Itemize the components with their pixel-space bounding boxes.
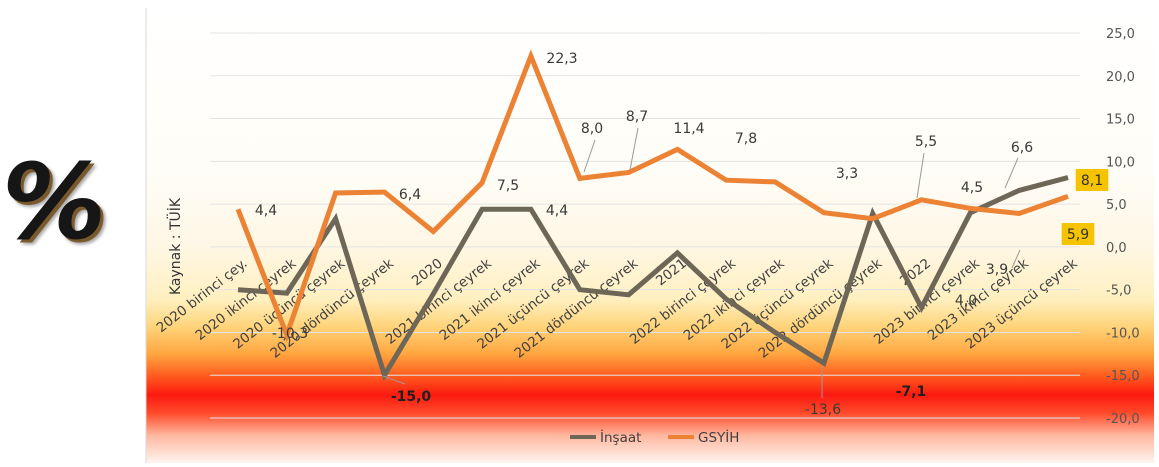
y-tick-label: -20,0 xyxy=(1106,412,1140,427)
series-line-insaat xyxy=(237,175,1069,382)
gridlines xyxy=(210,32,1080,419)
data-label: 7,8 xyxy=(735,131,757,147)
data-label: 4,4 xyxy=(546,203,568,219)
legend: İnşaat GSYİH xyxy=(570,428,739,446)
highlight-box xyxy=(1061,223,1095,245)
label-leader-line xyxy=(1004,157,1019,189)
data-label: 8,0 xyxy=(581,121,603,137)
data-label: 8,7 xyxy=(626,109,648,125)
plot-background xyxy=(146,8,1154,463)
data-label: 22,3 xyxy=(546,51,577,67)
y-tick-label: -5,0 xyxy=(1106,284,1131,299)
y-tick-label: 20,0 xyxy=(1106,70,1135,85)
y-tick-label: 25,0 xyxy=(1106,27,1135,42)
y-tick-label: 15,0 xyxy=(1106,113,1135,128)
data-labels: 4,4 -10,3 6,4 7,5 22,3 8,0 8,7 11,4 7,8 3,3 5,5 4,5… xyxy=(255,51,1109,418)
data-label: 5,9 xyxy=(1067,227,1089,243)
data-label: 8,1 xyxy=(1081,173,1103,189)
y-tick-label: -15,0 xyxy=(1106,369,1140,384)
data-label: 6,6 xyxy=(1011,140,1033,156)
data-label: 7,5 xyxy=(497,178,519,194)
data-label: 5,5 xyxy=(915,134,937,150)
data-label: -13,6 xyxy=(805,402,841,418)
data-label: -7,1 xyxy=(896,384,927,400)
series-line-gsyih xyxy=(235,49,1069,343)
series-lines xyxy=(235,49,1069,382)
label-leader-line xyxy=(583,139,596,173)
y-tick-label: -10,0 xyxy=(1106,326,1140,341)
y-axis: 25,0 20,0 15,0 10,0 5,0 0,0 -5,0 -10,0 -15,0 -20,… xyxy=(1106,27,1140,427)
data-label: 11,4 xyxy=(673,121,704,137)
data-label: 4,4 xyxy=(255,203,277,219)
data-label: 4,0 xyxy=(955,293,977,309)
label-leader-line xyxy=(1011,249,1021,269)
label-leader-line xyxy=(916,152,925,199)
legend-label: GSYİH xyxy=(698,428,739,446)
data-label: 3,3 xyxy=(836,166,858,182)
data-label: 4,5 xyxy=(961,180,983,196)
source-label: Kaynak : TÜİK xyxy=(168,197,184,295)
data-label: -10,3 xyxy=(272,326,308,342)
y-tick-label: 10,0 xyxy=(1106,155,1135,170)
label-leader-line xyxy=(629,127,639,171)
percent-sign-decoration: % xyxy=(2,141,107,263)
legend-label: İnşaat xyxy=(600,428,641,446)
label-leader-line xyxy=(382,375,406,385)
data-label: -15,0 xyxy=(391,389,432,405)
data-label: 3,9 xyxy=(986,262,1008,278)
y-tick-label: 0,0 xyxy=(1106,241,1127,256)
highlight-box xyxy=(1075,169,1109,191)
data-label: 6,4 xyxy=(399,187,421,203)
y-tick-label: 5,0 xyxy=(1106,198,1127,213)
